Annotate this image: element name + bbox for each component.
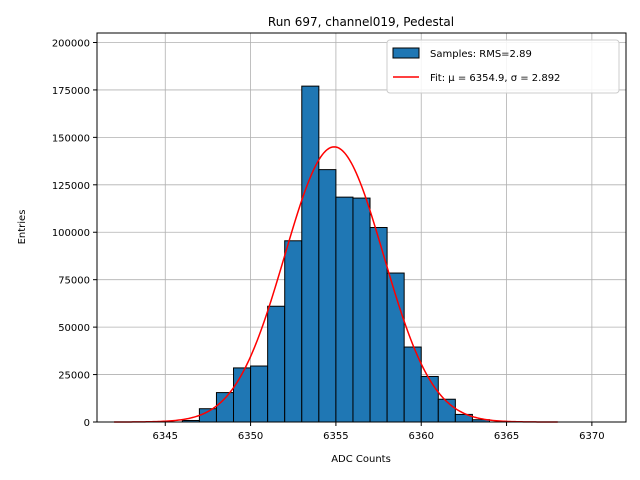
legend-histogram-swatch [392,47,420,59]
histogram-bar [267,305,286,423]
chart-title: Run 697, channel019, Pedestal [268,15,454,29]
histogram-bar [352,197,371,423]
histogram-bar [233,367,252,423]
histogram-bar [335,196,354,423]
x-tick-label: 6350 [238,431,263,442]
histogram-bar [318,169,337,423]
y-tick-label: 75000 [58,276,90,287]
y-axis-ticks: 0 25000 50000 75000 100000 125000 150000 175000… [52,38,97,429]
legend: Samples: RMS=2.89 Fit: μ = 6354.9, σ = 2… [386,39,620,94]
histogram-bar [215,392,235,423]
histogram-bar [301,85,320,423]
x-tick-label: 6360 [408,431,433,442]
y-tick-label: 25000 [58,371,90,382]
x-tick-label: 6365 [494,431,519,442]
y-tick-label: 100000 [52,228,90,239]
y-tick-label: 50000 [58,323,90,334]
y-axis-title: Entries [17,210,28,245]
x-tick-label: 6345 [153,431,178,442]
y-tick-label: 200000 [52,38,90,49]
y-tick-label: 0 [84,418,90,429]
histogram-bar [250,365,269,423]
histogram-bar [420,375,439,423]
histogram-bar [198,408,217,423]
legend-box [386,39,620,94]
x-axis-title: ADC Counts [331,454,391,465]
legend-histogram-label: Samples: RMS=2.89 [430,49,532,60]
x-axis-ticks: 6345 6350 6355 6360 6365 6370 [153,422,605,442]
histogram-bar [284,240,303,423]
y-tick-label: 125000 [52,181,90,192]
y-tick-label: 175000 [52,86,90,97]
gaussian-fit-curve [114,146,558,423]
plot-frame [96,32,627,423]
legend-fit-label: Fit: μ = 6354.9, σ = 2.892 [430,73,560,84]
x-tick-label: 6355 [323,431,348,442]
y-tick-label: 150000 [52,133,90,144]
x-tick-label: 6370 [579,431,604,442]
